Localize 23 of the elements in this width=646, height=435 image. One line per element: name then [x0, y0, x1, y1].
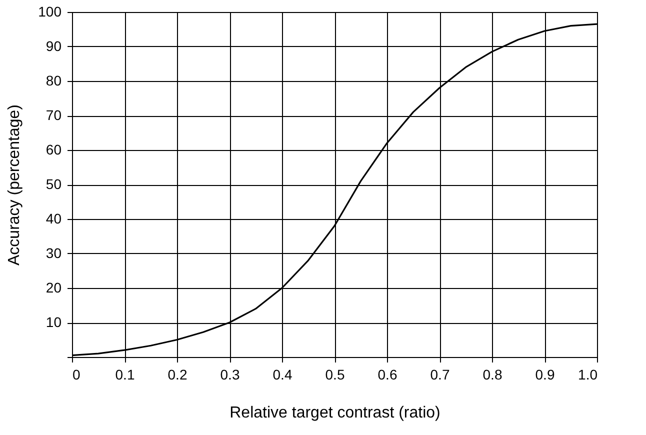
x-tick-label: 0.7 — [430, 366, 450, 382]
x-tick-label: 0.5 — [325, 366, 345, 382]
y-tick-label: 30 — [46, 245, 62, 261]
y-tick-label: 40 — [46, 210, 62, 226]
y-axis-title: Accuracy (percentage) — [6, 104, 24, 266]
y-tick-label: 20 — [46, 280, 62, 296]
x-tick-label: 0.9 — [535, 366, 555, 382]
x-tick-label: 0.1 — [115, 366, 135, 382]
x-tick-label: 0.6 — [378, 366, 398, 382]
y-tick-label: 80 — [46, 72, 62, 88]
x-tick-label: 0.2 — [168, 366, 188, 382]
y-tick-label: 10 — [46, 314, 62, 330]
x-tick-label: 0.4 — [272, 366, 292, 382]
y-tick-label: 60 — [46, 142, 62, 158]
y-tick-label: 70 — [46, 107, 62, 123]
x-axis-title: Relative target contrast (ratio) — [230, 404, 440, 422]
x-tick-label: 0.3 — [220, 366, 240, 382]
x-tick-label: 1.0 — [578, 366, 598, 382]
x-tick-label: 0 — [72, 366, 80, 382]
y-tick-label: 100 — [38, 4, 62, 20]
x-tick-label: 0.8 — [482, 366, 502, 382]
y-tick-label: 50 — [46, 176, 62, 192]
y-tick-label: 90 — [46, 38, 62, 54]
